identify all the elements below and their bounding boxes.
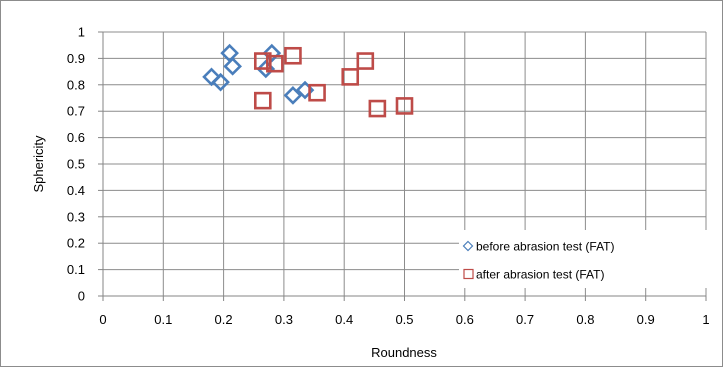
x-tick-label: 0.9 <box>637 312 655 327</box>
legend-diamond-icon <box>462 240 474 252</box>
tick-labels: 0 0.1 0.2 0.3 0.4 0.5 0.6 0.7 0.8 0.9 1 0 0.1 0.2 0.3 0… <box>67 25 710 328</box>
x-axis-title: Roundness <box>371 345 437 360</box>
square-marker <box>395 97 414 115</box>
square-marker <box>284 46 302 65</box>
y-tick-label: 0.5 <box>67 157 85 172</box>
y-axis-title: Sphericity <box>31 135 46 193</box>
diamond-marker <box>262 43 282 63</box>
legend-square-icon <box>463 268 474 280</box>
x-tick-label: 0.7 <box>516 312 534 327</box>
grid-lines <box>103 31 707 296</box>
legend-label: before abrasion test (FAT) <box>476 240 615 254</box>
diamond-marker <box>223 56 242 76</box>
square-marker <box>308 83 326 102</box>
square-marker <box>253 52 272 70</box>
y-tick-label: 0 <box>78 289 85 304</box>
diamond-marker <box>202 67 221 87</box>
legend-box <box>459 230 715 288</box>
data-markers <box>202 43 414 118</box>
y-tick-label: 0.9 <box>67 51 85 66</box>
y-tick-label: 0.3 <box>67 209 85 224</box>
chart-legend: before abrasion test (FAT) after abrasion… <box>459 230 715 288</box>
square-marker <box>368 99 387 118</box>
square-marker <box>253 91 272 110</box>
y-tick-label: 0.7 <box>67 104 85 119</box>
y-tick-label: 0.8 <box>67 77 85 92</box>
square-marker <box>356 52 375 70</box>
x-tick-label: 0.4 <box>335 312 353 327</box>
x-tick-label: 1 <box>702 312 709 327</box>
y-tick-label: 0.2 <box>67 236 85 251</box>
x-tick-label: 0.1 <box>154 312 172 327</box>
y-tick-label: 0.6 <box>67 130 85 145</box>
diamond-marker <box>211 72 230 92</box>
x-tick-label: 0.2 <box>215 312 233 327</box>
axes <box>98 31 707 301</box>
square-marker <box>341 68 360 86</box>
x-tick-label: 0.6 <box>456 312 474 327</box>
y-tick-label: 0.1 <box>67 262 85 277</box>
diamond-marker <box>283 86 303 105</box>
y-tick-label: 1 <box>78 25 85 40</box>
x-tick-label: 0 <box>99 312 106 327</box>
y-tick-label: 0.4 <box>67 183 85 198</box>
x-tick-label: 0.8 <box>576 312 594 327</box>
x-tick-label: 0.3 <box>275 312 293 327</box>
legend-label: after abrasion test (FAT) <box>476 268 605 282</box>
x-tick-label: 0.5 <box>395 312 413 327</box>
square-marker <box>266 54 284 73</box>
